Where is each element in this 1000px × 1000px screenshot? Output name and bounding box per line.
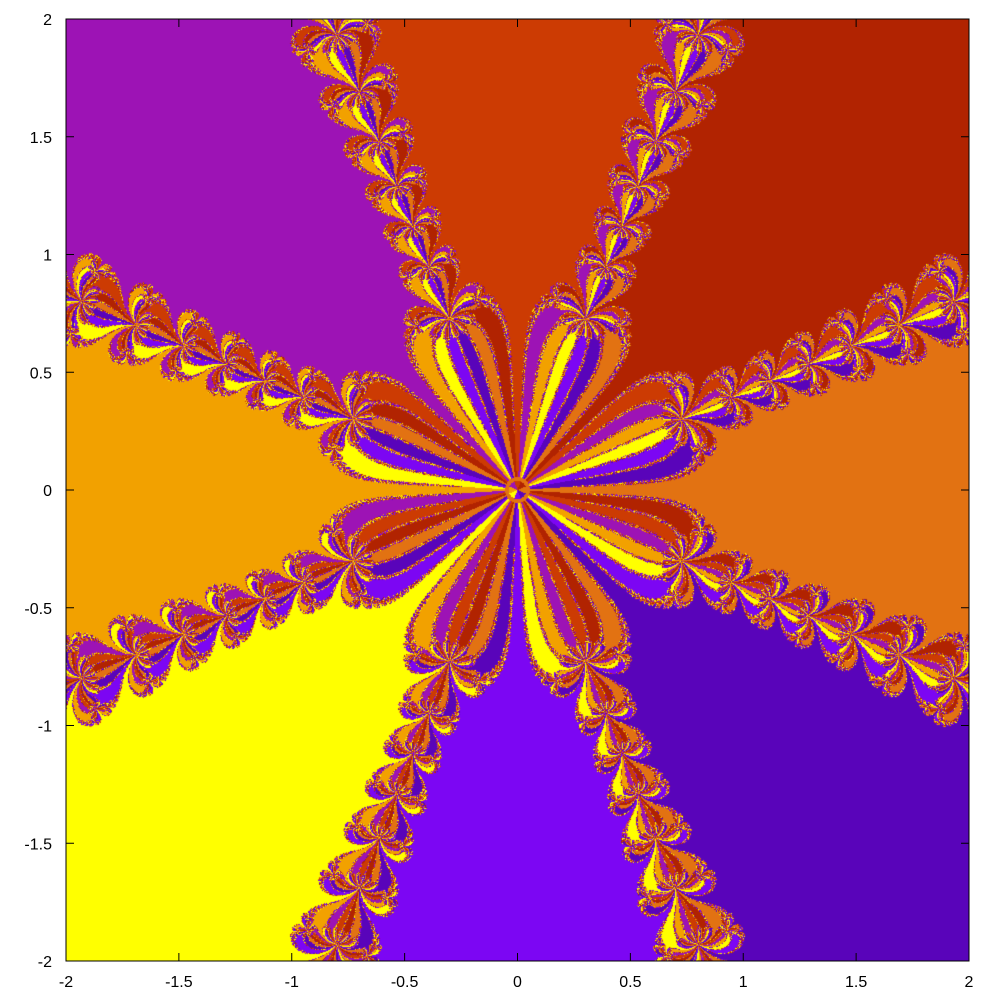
x-tick-label: -2 (59, 974, 73, 991)
y-tick-label: 1.5 (30, 130, 52, 147)
y-tick-label: -2 (38, 954, 52, 971)
y-tick-label: 0.5 (30, 365, 52, 382)
x-tick-label: -0.5 (391, 974, 419, 991)
y-tick-label: 1 (43, 248, 52, 265)
y-tick-label: 2 (43, 12, 52, 29)
y-tick-label: 0 (43, 483, 52, 500)
x-tick-label: -1.5 (165, 974, 193, 991)
x-axis: -2 -1.5 -1 -0.5 0 0.5 1 1.5 2 (59, 19, 974, 991)
y-tick-label: -1.5 (24, 836, 52, 853)
y-tick-label: -1 (38, 719, 52, 736)
y-tick-label: -0.5 (24, 601, 52, 618)
x-tick-label: 1 (739, 974, 748, 991)
x-tick-label: 1.5 (845, 974, 867, 991)
x-tick-label: -1 (285, 974, 299, 991)
y-axis: -2 -1.5 -1 -0.5 0 0.5 1 1.5 2 (24, 12, 969, 971)
basin-heatmap-canvas (66, 19, 969, 961)
x-tick-label: 0.5 (619, 974, 641, 991)
x-tick-label: 0 (513, 974, 522, 991)
plot-area (66, 19, 969, 961)
x-tick-label: 2 (965, 974, 974, 991)
